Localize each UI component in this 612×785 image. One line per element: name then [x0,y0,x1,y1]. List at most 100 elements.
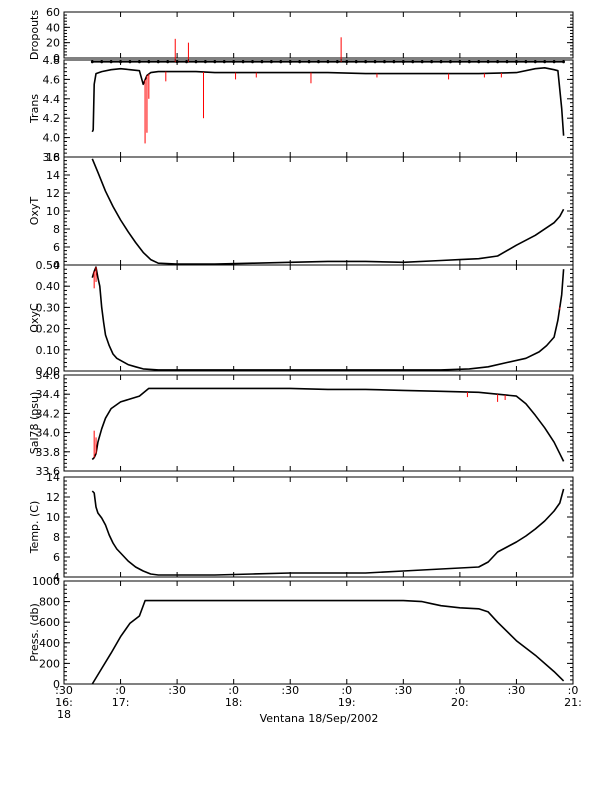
series-line [91,488,565,576]
x-tick-label: :30 [508,684,526,697]
series-marker [364,60,368,64]
y-tick-label: 4 [53,571,60,584]
series-marker [543,60,547,64]
series-line [91,599,565,685]
y-tick-label: 0.50 [36,259,61,272]
y-tick-label: 0 [53,52,60,65]
y-tick-label: 33.6 [36,465,61,478]
x-tick-label: 19: [338,696,356,709]
y-tick-label: 33.8 [36,446,61,459]
y-tick-label: 400 [39,637,60,650]
x-tick-label: :30 [394,684,412,697]
y-tick-label: 0.20 [36,323,61,336]
y-tick-label: 6 [53,241,60,254]
panel-frame [63,11,574,59]
y-tick-label: 16 [46,151,60,164]
y-tick-label: 8 [53,223,60,236]
y-axis-title: OxyT [28,197,41,226]
series-marker [486,60,490,64]
panel-oxyc: 0.00 0.10 0.20 0.30 0.40 0.50 OxyC [28,259,574,378]
y-axis-title: Trans [28,94,41,124]
x-tick-label: :0 [115,684,126,697]
series-marker [533,60,537,64]
series-marker [326,60,330,64]
y-tick-label: 10 [46,205,60,218]
y-tick-label: 6 [53,551,60,564]
series-marker [90,60,94,64]
series-marker [203,60,207,64]
x-tick-label: :0 [341,684,352,697]
x-tick-label: 16: [55,696,73,709]
y-axis-title: Sal78 (psu) [28,392,41,455]
x-tick-label: :0 [568,684,579,697]
x-tick-label: :30 [168,684,186,697]
series-marker [354,60,358,64]
series-marker [100,60,104,64]
y-tick-label: 0.10 [36,344,61,357]
x-tick-label: 18 [57,708,71,721]
y-tick-label: 4.4 [43,93,61,106]
panels: 0204060Dropouts3.84.04.24.44.64.8Trans46… [28,6,574,691]
x-tick-label: :30 [55,684,73,697]
series-marker [260,60,264,64]
series-marker [335,60,339,64]
series-marker [138,60,141,64]
series-line [91,387,565,462]
x-tick-label: 17: [112,696,130,709]
y-tick-label: 14 [46,169,60,182]
x-tick-label: :0 [228,684,239,697]
y-axis-title: Temp. (C) [28,501,41,555]
series-marker [166,60,170,64]
y-tick-label: 34.4 [36,388,61,401]
y-tick-label: 14 [46,471,60,484]
y-tick-label: 8 [53,531,60,544]
x-tick-label: :30 [281,684,299,697]
y-axis-title: OxyC [28,303,41,333]
series-marker [562,60,565,64]
y-tick-label: 40 [46,21,60,34]
series-marker [298,60,302,64]
series-marker [552,60,556,64]
y-tick-label: 4.6 [43,73,61,86]
x-tick-label: 21: [564,696,582,709]
y-tick-label: 34.6 [36,369,61,382]
panel-sal78-psu: 33.6 33.8 34.0 34.2 34.4 34.6 Sal78 (psu) [28,369,574,478]
series-marker [109,60,113,64]
panel-frame [63,374,574,472]
y-tick-label: 800 [39,596,60,609]
series-marker [156,60,160,64]
series-line [91,266,565,371]
x-axis-title: Ventana 18/Sep/2002 [260,712,379,725]
series-marker [373,60,377,64]
panel-trans: 3.8 4.0 4.2 4.4 4.6 4.8 Trans [28,54,574,164]
series-marker [439,60,443,64]
series-marker [505,60,509,64]
y-axis-title: Dropouts [28,10,41,60]
series-marker [194,60,198,64]
x-axis: :3016:18:017::30:018::30:019::30:020::30… [55,684,582,721]
y-tick-label: 600 [39,616,60,629]
series-marker [147,60,151,64]
y-tick-label: 10 [46,511,60,524]
x-tick-label: :0 [455,684,466,697]
series-marker [467,60,471,64]
series-marker [241,60,245,64]
y-tick-label: 60 [46,6,60,19]
series-marker [269,60,273,64]
y-tick-label: 3.8 [43,151,61,164]
series-marker [185,60,188,64]
y-tick-label: 1000 [32,575,60,588]
panel-oxyt: 4 6 8 10 12 14 16 OxyT [28,151,574,272]
series-marker [420,60,424,64]
y-tick-label: 200 [39,657,60,670]
series-line [91,158,565,265]
series-marker [213,60,217,64]
panel-temp-c: 4 6 8 10 12 14 Temp. (C) [28,471,574,584]
x-tick-label: 18: [225,696,243,709]
y-tick-label: 4.8 [43,54,61,67]
y-tick-label: 0 [53,678,60,691]
series-marker [317,60,320,64]
series-marker [411,60,415,64]
series-marker [392,60,396,64]
